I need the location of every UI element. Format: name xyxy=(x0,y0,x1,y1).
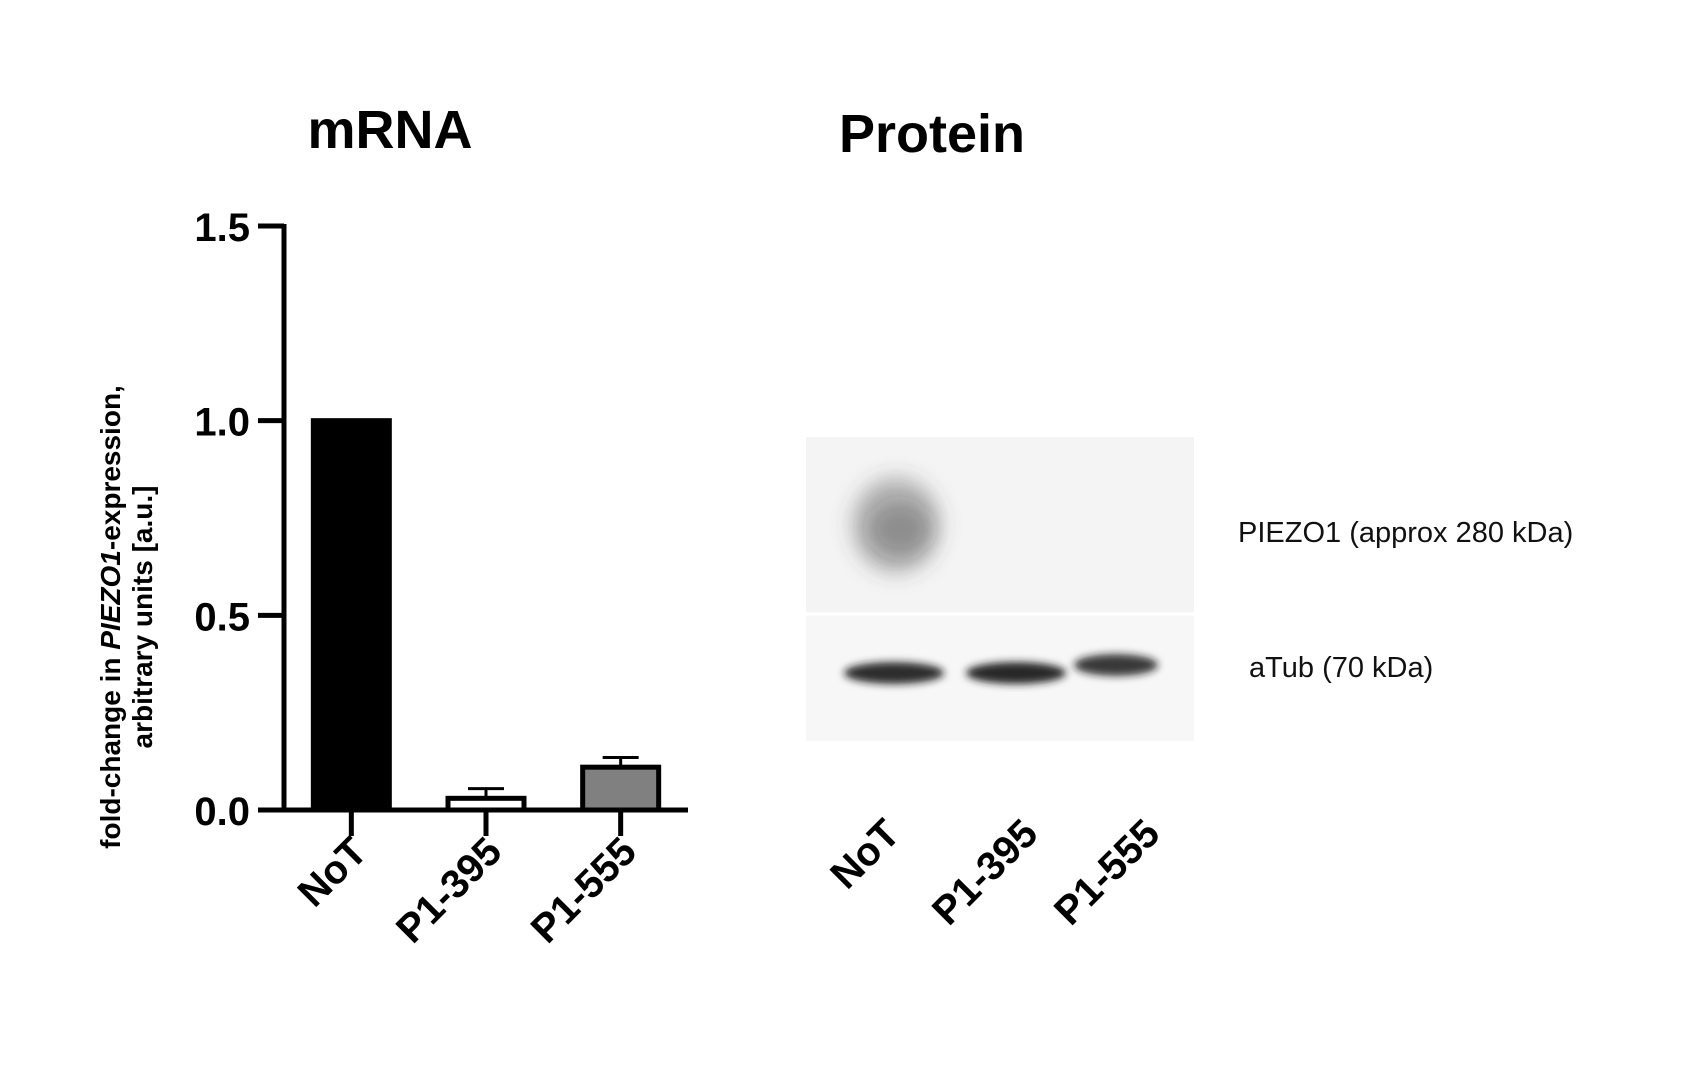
blot-lane-labels: NoT P1-395 P1-555 xyxy=(822,811,1168,933)
x-tick-label: NoT xyxy=(290,829,376,915)
band-piezo1-core xyxy=(870,503,930,555)
protein-panel-title: Protein xyxy=(839,104,1025,164)
bar-p1-555 xyxy=(580,764,662,813)
y-axis-label-gene: PIEZO1 xyxy=(95,550,126,650)
y-tick-label: 0.0 xyxy=(194,790,250,834)
bar-not xyxy=(310,418,392,813)
y-axis-label-suffix: -expression, xyxy=(95,385,126,550)
band-label-piezo1: PIEZO1 (approx 280 kDa) xyxy=(1238,517,1574,549)
blot-lane-label: NoT xyxy=(822,811,908,897)
band-atub xyxy=(966,662,1066,684)
bar-chart: 0.0 0.5 1.0 1.5 NoT P1-395 P1-555 xyxy=(194,206,688,952)
blot-lane-label: P1-555 xyxy=(1046,811,1168,933)
y-axis-label: fold-change in PIEZO1-expression, arbitr… xyxy=(95,385,158,849)
y-axis-label-prefix: fold-change in xyxy=(95,650,126,849)
y-tick-label: 1.0 xyxy=(194,401,250,445)
x-tick-label: P1-555 xyxy=(523,829,645,951)
y-tick-label: 1.5 xyxy=(194,206,250,250)
y-axis-label-line2: arbitrary units [a.u.] xyxy=(127,486,158,749)
bar-p1-395 xyxy=(445,795,527,813)
band-atub xyxy=(1074,654,1158,676)
mrna-panel-title: mRNA xyxy=(307,100,472,160)
x-tick-label: P1-395 xyxy=(388,829,510,951)
band-label-atub: aTub (70 kDa) xyxy=(1249,652,1434,684)
band-atub xyxy=(844,662,944,684)
western-blot xyxy=(806,437,1194,741)
svg-text:fold-change in PIEZO1-expressi: fold-change in PIEZO1-expression, xyxy=(95,385,126,849)
y-tick-label: 0.5 xyxy=(194,595,250,639)
blot-bands xyxy=(844,477,1158,684)
blot-lane-label: P1-395 xyxy=(924,811,1046,933)
